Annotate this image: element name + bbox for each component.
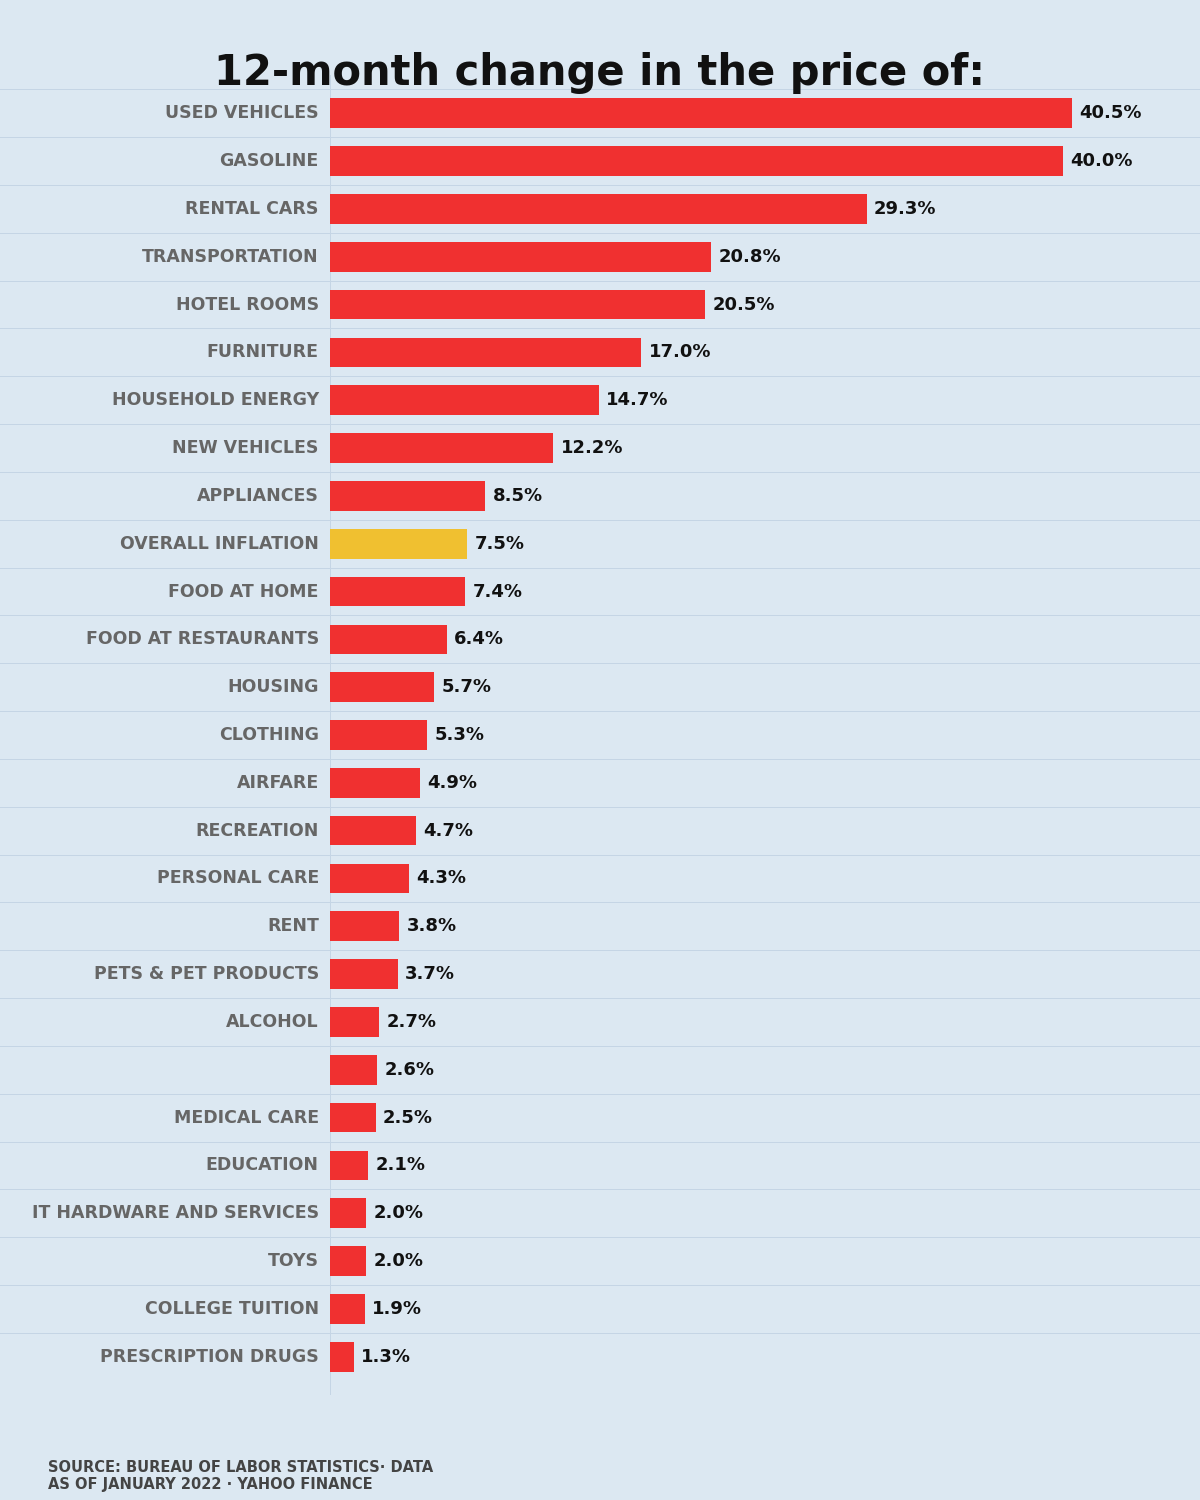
Text: RENTAL CARS: RENTAL CARS xyxy=(186,200,319,217)
Bar xyxy=(330,1198,366,1228)
Bar xyxy=(330,290,706,320)
Text: FURNITURE: FURNITURE xyxy=(206,344,319,362)
Text: ALCOHOL: ALCOHOL xyxy=(226,1013,319,1031)
Text: RENT: RENT xyxy=(266,918,319,936)
Bar xyxy=(330,624,448,654)
Text: 6.4%: 6.4% xyxy=(455,630,504,648)
Text: 7.5%: 7.5% xyxy=(474,534,524,552)
Text: HOUSING: HOUSING xyxy=(227,678,319,696)
Text: TOYS: TOYS xyxy=(268,1252,319,1270)
Text: OVERALL INFLATION: OVERALL INFLATION xyxy=(120,534,319,552)
Bar xyxy=(330,338,641,368)
Bar xyxy=(330,147,1062,176)
Text: 20.8%: 20.8% xyxy=(718,248,781,266)
Bar xyxy=(330,1294,365,1323)
Bar xyxy=(330,99,1072,128)
Bar xyxy=(330,768,420,798)
Text: 2.1%: 2.1% xyxy=(376,1156,426,1174)
Text: PRESCRIPTION DRUGS: PRESCRIPTION DRUGS xyxy=(100,1347,319,1365)
Text: HOUSEHOLD ENERGY: HOUSEHOLD ENERGY xyxy=(112,392,319,410)
Text: CLOTHING: CLOTHING xyxy=(218,726,319,744)
Text: 5.7%: 5.7% xyxy=(442,678,492,696)
Text: 1.9%: 1.9% xyxy=(372,1300,422,1318)
Bar xyxy=(330,1102,376,1132)
Bar xyxy=(330,864,408,894)
Text: 1.3%: 1.3% xyxy=(361,1347,410,1365)
Bar xyxy=(330,960,397,988)
Text: 12.2%: 12.2% xyxy=(560,440,623,458)
Text: 8.5%: 8.5% xyxy=(493,488,542,506)
Text: FOOD AT HOME: FOOD AT HOME xyxy=(168,582,319,600)
Text: 20.5%: 20.5% xyxy=(713,296,775,314)
Text: 4.3%: 4.3% xyxy=(416,870,466,888)
Text: APPLIANCES: APPLIANCES xyxy=(197,488,319,506)
Text: PETS & PET PRODUCTS: PETS & PET PRODUCTS xyxy=(94,964,319,982)
Text: HOTEL ROOMS: HOTEL ROOMS xyxy=(175,296,319,314)
Bar xyxy=(330,386,599,416)
Text: 2.6%: 2.6% xyxy=(385,1060,434,1078)
Bar xyxy=(330,1150,368,1180)
Text: FOOD AT RESTAURANTS: FOOD AT RESTAURANTS xyxy=(85,630,319,648)
Text: 40.5%: 40.5% xyxy=(1079,105,1141,123)
Text: COLLEGE TUITION: COLLEGE TUITION xyxy=(145,1300,319,1318)
Bar xyxy=(330,530,467,558)
Bar xyxy=(330,433,553,464)
Text: 2.0%: 2.0% xyxy=(373,1204,424,1222)
Text: RECREATION: RECREATION xyxy=(196,822,319,840)
Text: 5.3%: 5.3% xyxy=(434,726,484,744)
Text: 4.7%: 4.7% xyxy=(424,822,473,840)
Text: USED VEHICLES: USED VEHICLES xyxy=(166,105,319,123)
Text: 17.0%: 17.0% xyxy=(648,344,712,362)
Text: PERSONAL CARE: PERSONAL CARE xyxy=(156,870,319,888)
Text: 7.4%: 7.4% xyxy=(473,582,523,600)
Text: 2.7%: 2.7% xyxy=(386,1013,437,1031)
Text: 2.5%: 2.5% xyxy=(383,1108,433,1126)
Bar xyxy=(330,242,710,272)
Text: 29.3%: 29.3% xyxy=(874,200,936,217)
Text: IT HARDWARE AND SERVICES: IT HARDWARE AND SERVICES xyxy=(31,1204,319,1222)
Text: 3.8%: 3.8% xyxy=(407,918,457,936)
Text: MEDICAL CARE: MEDICAL CARE xyxy=(174,1108,319,1126)
Bar xyxy=(330,1246,366,1276)
Bar xyxy=(330,1342,354,1371)
Text: NEW VEHICLES: NEW VEHICLES xyxy=(173,440,319,458)
Bar xyxy=(330,816,416,846)
Text: TRANSPORTATION: TRANSPORTATION xyxy=(142,248,319,266)
Text: SOURCE: BUREAU OF LABOR STATISTICS· DATA
AS OF JANUARY 2022 · YAHOO FINANCE: SOURCE: BUREAU OF LABOR STATISTICS· DATA… xyxy=(48,1460,433,1492)
Text: 12-month change in the price of:: 12-month change in the price of: xyxy=(215,53,985,94)
Bar xyxy=(330,912,400,940)
Bar xyxy=(330,720,427,750)
Text: 3.7%: 3.7% xyxy=(404,964,455,982)
Bar xyxy=(330,576,466,606)
Bar xyxy=(330,482,486,510)
Bar xyxy=(330,1054,378,1084)
Text: GASOLINE: GASOLINE xyxy=(220,152,319,170)
Text: AIRFARE: AIRFARE xyxy=(236,774,319,792)
Text: 14.7%: 14.7% xyxy=(606,392,668,410)
Bar xyxy=(330,1007,379,1036)
Text: 2.0%: 2.0% xyxy=(373,1252,424,1270)
Text: 4.9%: 4.9% xyxy=(427,774,476,792)
Text: EDUCATION: EDUCATION xyxy=(205,1156,319,1174)
Bar xyxy=(330,194,866,224)
Bar xyxy=(330,672,434,702)
Text: 40.0%: 40.0% xyxy=(1070,152,1133,170)
